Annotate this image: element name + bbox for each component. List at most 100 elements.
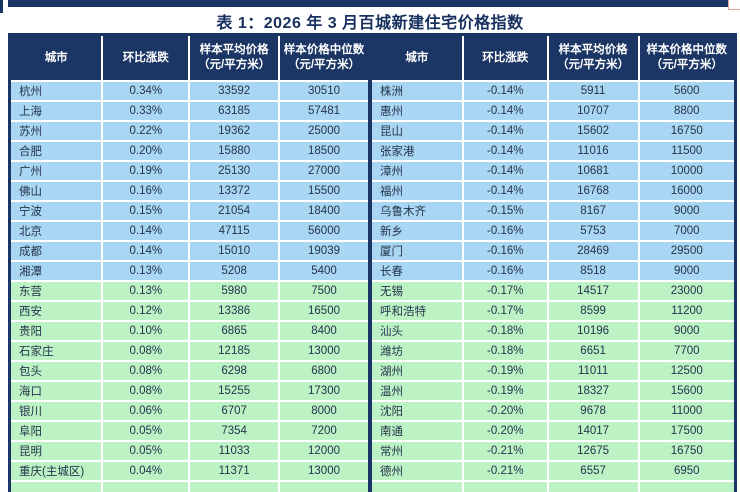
- median-price-cell: 6950: [637, 460, 736, 481]
- mom-change-cell: 0.34%: [101, 80, 190, 101]
- table-row: 广州 0.19% 25130 27000 漳州 -0.14% 10681 10000: [9, 160, 736, 181]
- col-header-median-right-line1: 样本价格中位数: [646, 44, 728, 57]
- mom-change-cell: -0.17%: [461, 280, 548, 301]
- avg-price-cell: 16768: [546, 180, 639, 201]
- avg-price-cell: 63185: [188, 100, 280, 121]
- city-cell: 阜阳: [9, 420, 103, 441]
- avg-price-cell: 12185: [188, 340, 280, 361]
- city-cell: 北京: [9, 220, 103, 241]
- table-row: 湘潭 0.13% 5208 5400 长春 -0.16% 8518 9000: [9, 260, 736, 281]
- avg-price-cell: 5753: [546, 220, 639, 241]
- city-cell: 无锡: [367, 280, 463, 301]
- avg-price-cell: 12675: [546, 440, 639, 461]
- median-price-cell: 57481: [278, 100, 370, 121]
- clipped-cell: [637, 480, 736, 492]
- median-price-cell: 7000: [637, 220, 736, 241]
- avg-price-cell: 19362: [188, 120, 280, 141]
- median-price-cell: 16500: [278, 300, 370, 321]
- avg-price-cell: 11011: [546, 360, 639, 381]
- avg-price-cell: 10681: [546, 160, 639, 181]
- table-row: 成都 0.14% 15010 19039 厦门 -0.16% 28469 29500: [9, 240, 736, 261]
- avg-price-cell: 5980: [188, 280, 280, 301]
- median-price-cell: 7200: [278, 420, 370, 441]
- mom-change-cell: -0.19%: [461, 360, 548, 381]
- city-cell: 株洲: [367, 80, 463, 101]
- mom-change-cell: -0.14%: [461, 140, 548, 161]
- mom-change-cell: -0.14%: [461, 180, 548, 201]
- median-price-cell: 15500: [278, 180, 370, 201]
- mom-change-cell: 0.13%: [101, 280, 190, 301]
- city-cell: 潍坊: [367, 340, 463, 361]
- avg-price-cell: 6707: [188, 400, 280, 421]
- city-cell: 上海: [9, 100, 103, 121]
- city-cell: 张家港: [367, 140, 463, 161]
- median-price-cell: 30510: [278, 80, 370, 101]
- corner-artifact: [728, 0, 740, 10]
- city-cell: 宁波: [9, 200, 103, 221]
- median-price-cell: 27000: [278, 160, 370, 181]
- mom-change-cell: 0.13%: [101, 260, 190, 281]
- col-header-city-left: 城市: [9, 34, 103, 81]
- mom-change-cell: -0.14%: [461, 100, 548, 121]
- table-header: 城市 环比涨跌 样本平均价格 （元/平方米） 样本价格中位数 （元/平方米） 城…: [9, 34, 736, 81]
- avg-price-cell: 33592: [188, 80, 280, 101]
- avg-price-cell: 9678: [546, 400, 639, 421]
- avg-price-cell: 8518: [546, 260, 639, 281]
- col-header-mom-right: 环比涨跌: [461, 34, 548, 81]
- table-row: 东营 0.13% 5980 7500 无锡 -0.17% 14517 23000: [9, 280, 736, 301]
- table-row: 重庆(主城区) 0.04% 11371 13000 德州 -0.21% 6557 6950: [9, 460, 736, 481]
- mom-change-cell: 0.33%: [101, 100, 190, 121]
- city-cell: 银川: [9, 400, 103, 421]
- table-row: 宁波 0.15% 21054 18400 乌鲁木齐 -0.15% 8167 9000: [9, 200, 736, 221]
- clipped-cell: [278, 480, 370, 492]
- mom-change-cell: 0.06%: [101, 400, 190, 421]
- avg-price-cell: 13386: [188, 300, 280, 321]
- col-header-mom-left: 环比涨跌: [101, 34, 190, 81]
- clipped-cell: [9, 480, 103, 492]
- mom-change-cell: 0.19%: [101, 160, 190, 181]
- median-price-cell: 8400: [278, 320, 370, 341]
- page-edge-mark: [0, 0, 3, 13]
- mom-change-cell: 0.22%: [101, 120, 190, 141]
- city-cell: 苏州: [9, 120, 103, 141]
- city-cell: 长春: [367, 260, 463, 281]
- city-cell: 德州: [367, 460, 463, 481]
- mom-change-cell: 0.05%: [101, 440, 190, 461]
- table-row: 苏州 0.22% 19362 25000 昆山 -0.14% 15602 16750: [9, 120, 736, 141]
- table-row: 上海 0.33% 63185 57481 惠州 -0.14% 10707 8800: [9, 100, 736, 121]
- avg-price-cell: 15255: [188, 380, 280, 401]
- mom-change-cell: -0.14%: [461, 160, 548, 181]
- top-divider-bar: [8, 0, 740, 7]
- table-row: 北京 0.14% 47115 56000 新乡 -0.16% 5753 7000: [9, 220, 736, 241]
- col-header-median-right: 样本价格中位数 （元/平方米）: [637, 34, 736, 81]
- mom-change-cell: 0.15%: [101, 200, 190, 221]
- median-price-cell: 15600: [637, 380, 736, 401]
- col-header-avg-left: 样本平均价格 （元/平方米）: [188, 34, 280, 81]
- median-price-cell: 56000: [278, 220, 370, 241]
- city-cell: 广州: [9, 160, 103, 181]
- table-row: 贵阳 0.10% 6865 8400 汕头 -0.18% 10196 9000: [9, 320, 736, 341]
- avg-price-cell: 15880: [188, 140, 280, 161]
- city-cell: 包头: [9, 360, 103, 381]
- col-header-median-left: 样本价格中位数 （元/平方米）: [278, 34, 370, 81]
- avg-price-cell: 14517: [546, 280, 639, 301]
- median-price-cell: 17300: [278, 380, 370, 401]
- median-price-cell: 16750: [637, 440, 736, 461]
- mom-change-cell: -0.20%: [461, 400, 548, 421]
- city-cell: 沈阳: [367, 400, 463, 421]
- mom-change-cell: 0.20%: [101, 140, 190, 161]
- city-cell: 东营: [9, 280, 103, 301]
- avg-price-cell: 6557: [546, 460, 639, 481]
- avg-price-cell: 11016: [546, 140, 639, 161]
- col-header-avg-left-line1: 样本平均价格: [199, 44, 269, 57]
- avg-price-cell: 10707: [546, 100, 639, 121]
- clipped-cell: [461, 480, 548, 492]
- table-row: 佛山 0.16% 13372 15500 福州 -0.14% 16768 16000: [9, 180, 736, 201]
- mom-change-cell: -0.18%: [461, 320, 548, 341]
- table-row: 阜阳 0.05% 7354 7200 南通 -0.20% 14017 17500: [9, 420, 736, 441]
- mom-change-cell: 0.05%: [101, 420, 190, 441]
- avg-price-cell: 15602: [546, 120, 639, 141]
- mom-change-cell: -0.21%: [461, 460, 548, 481]
- city-cell: 重庆(主城区): [9, 460, 103, 481]
